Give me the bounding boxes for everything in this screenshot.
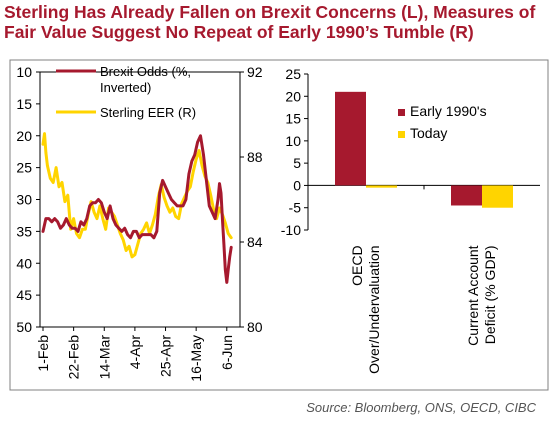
x-tick-label: 22-Feb [66,335,82,380]
chart-frame [9,59,549,391]
bar-y-tick-label: 15 [285,111,301,127]
series-line-brexit-odds [41,134,233,284]
bar-y-tick-label: 10 [285,133,301,149]
left-y-tick-label: 40 [16,255,32,271]
right-y-tick-label: 88 [247,149,263,165]
right-y-axis: 80 84 88 92 [240,64,263,335]
bar-legend-swatch-today [398,131,405,138]
bar-chart-y-axis: 25 20 15 10 5 0 -5 -10 [281,66,540,238]
line-chart-x-axis: 1-Feb 22-Feb 14-Mar 4-Apr 25-Apr 16-May 6-Jun [35,327,235,382]
bar-chart-x-axis: OECD Over/Undervaluation Current Account De… [349,245,498,374]
bar-category-label: Over/Undervaluation [366,245,382,373]
x-tick-label: 1-Feb [35,335,51,372]
bar-y-tick-label: -5 [289,200,302,216]
left-y-tick-label: 25 [16,160,32,176]
right-y-tick-label: 92 [247,64,263,80]
right-y-tick-label: 84 [247,234,263,250]
x-tick-label: 25-Apr [158,335,174,377]
x-tick-label: 16-May [188,335,204,382]
bar-chart-bars [335,91,513,208]
legend-label-brexit-odds-line-2: Inverted) [100,80,151,95]
chart-title-line-1: Sterling Has Already Fallen on Brexit Co… [4,2,536,22]
x-tick-label: 6-Jun [219,335,235,370]
bar-early-1990s-1 [451,185,482,206]
left-y-tick-label: 30 [16,192,32,208]
left-y-axis: 10 15 20 25 30 35 40 45 50 [16,64,40,335]
legend-label-sterling-eer: Sterling EER (R) [100,105,196,120]
bar-category-label: Deficit (% GDP) [482,245,498,344]
left-y-tick-label: 20 [16,128,32,144]
line-chart-legend: Brexit Odds (%, Inverted) Sterling EER (… [56,64,196,120]
bar-today-0 [366,185,397,188]
bar-legend-swatch-early-1990s [398,109,405,116]
series-line-sterling-eer [41,132,233,259]
bar-y-tick-label: 0 [293,177,301,193]
left-y-tick-label: 15 [16,96,32,112]
bar-today-1 [482,185,513,208]
bar-chart-legend: Early 1990's Today [398,103,487,141]
left-y-tick-label: 45 [16,287,32,303]
bar-early-1990s-0 [335,91,366,186]
left-y-tick-label: 10 [16,64,32,80]
x-tick-label: 14-Mar [96,335,112,380]
bar-y-tick-label: -10 [281,222,301,238]
bar-y-tick-label: 20 [285,88,301,104]
chart-title: Sterling Has Already Fallen on Brexit Co… [4,2,556,42]
source-note: Source: Bloomberg, ONS, OECD, CIBC [306,400,536,415]
bar-y-tick-label: 5 [293,155,301,171]
legend-label-brexit-odds-line-1: Brexit Odds (%, [100,64,191,79]
left-y-tick-label: 35 [16,223,32,239]
right-y-tick-label: 80 [247,319,263,335]
bar-legend-label-early-1990s: Early 1990's [410,103,487,119]
bar-y-tick-label: 25 [285,66,301,82]
bar-category-label: Current Account [465,245,481,345]
chart-title-line-2: Fair Value Suggest No Repeat of Early 19… [4,22,474,42]
bar-legend-label-today: Today [410,125,447,141]
x-tick-label: 4-Apr [127,335,143,370]
bar-chart-panel: 25 20 15 10 5 0 -5 -10 OECD Over/Undervaluation C… [281,66,540,374]
bar-category-label: OECD [349,245,365,285]
left-y-tick-label: 50 [16,319,32,335]
